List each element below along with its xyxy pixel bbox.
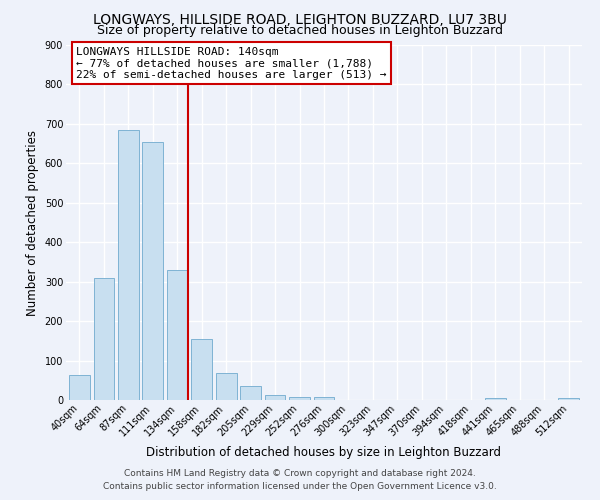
Text: Size of property relative to detached houses in Leighton Buzzard: Size of property relative to detached ho… [97,24,503,37]
Text: LONGWAYS HILLSIDE ROAD: 140sqm
← 77% of detached houses are smaller (1,788)
22% : LONGWAYS HILLSIDE ROAD: 140sqm ← 77% of … [76,47,387,80]
Bar [167,270,188,400]
Bar [216,373,236,400]
Bar [191,339,212,400]
Bar [289,397,310,400]
Bar [69,375,90,400]
Text: Contains HM Land Registry data © Crown copyright and database right 2024.
Contai: Contains HM Land Registry data © Crown c… [103,470,497,491]
Bar [314,397,334,400]
Bar [118,130,139,400]
Bar [94,278,114,400]
Text: LONGWAYS, HILLSIDE ROAD, LEIGHTON BUZZARD, LU7 3BU: LONGWAYS, HILLSIDE ROAD, LEIGHTON BUZZAR… [93,12,507,26]
Bar [558,398,579,400]
Bar [485,398,506,400]
X-axis label: Distribution of detached houses by size in Leighton Buzzard: Distribution of detached houses by size … [146,446,502,459]
Y-axis label: Number of detached properties: Number of detached properties [26,130,39,316]
Bar [142,142,163,400]
Bar [240,386,261,400]
Bar [265,395,286,400]
